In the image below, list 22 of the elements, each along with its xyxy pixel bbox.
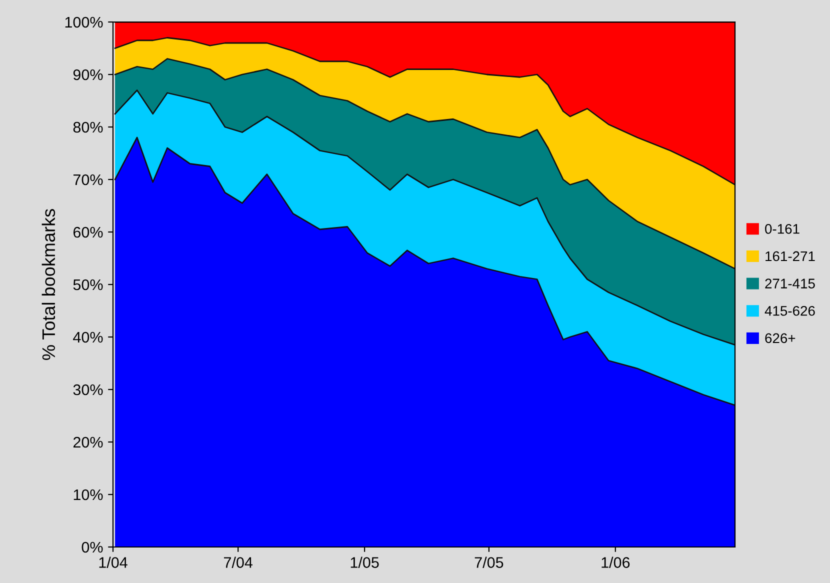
x-tick-label: 7/05 — [474, 556, 504, 568]
y-tick-label: 100% — [65, 16, 103, 28]
x-tick-label: 7/04 — [224, 556, 253, 568]
y-tick-label: 60% — [73, 226, 103, 238]
y-tick-label: 90% — [73, 69, 103, 80]
y-tick-label: 30% — [73, 384, 103, 396]
legend-label: 0-161 — [765, 224, 800, 234]
legend-label: 415-626 — [764, 306, 815, 316]
legend-label: 626+ — [765, 333, 796, 344]
y-tick-label: 10% — [74, 489, 103, 500]
legend-label: 271-415 — [765, 278, 815, 288]
x-tick-label: 1/04 — [99, 556, 128, 568]
x-tick-label: 1/05 — [350, 556, 379, 568]
y-tick-label: 50% — [73, 279, 103, 290]
y-tick-label: 70% — [73, 174, 103, 186]
y-tick-label: 40% — [73, 332, 103, 343]
y-axis-title: % Total bookmarks — [42, 209, 56, 360]
legend-label: 161-271 — [766, 251, 815, 262]
y-tick-label: 0% — [82, 542, 103, 553]
y-tick-label: 80% — [73, 122, 103, 133]
x-tick-label: 1/06 — [602, 556, 630, 568]
y-tick-label: 20% — [73, 436, 103, 448]
